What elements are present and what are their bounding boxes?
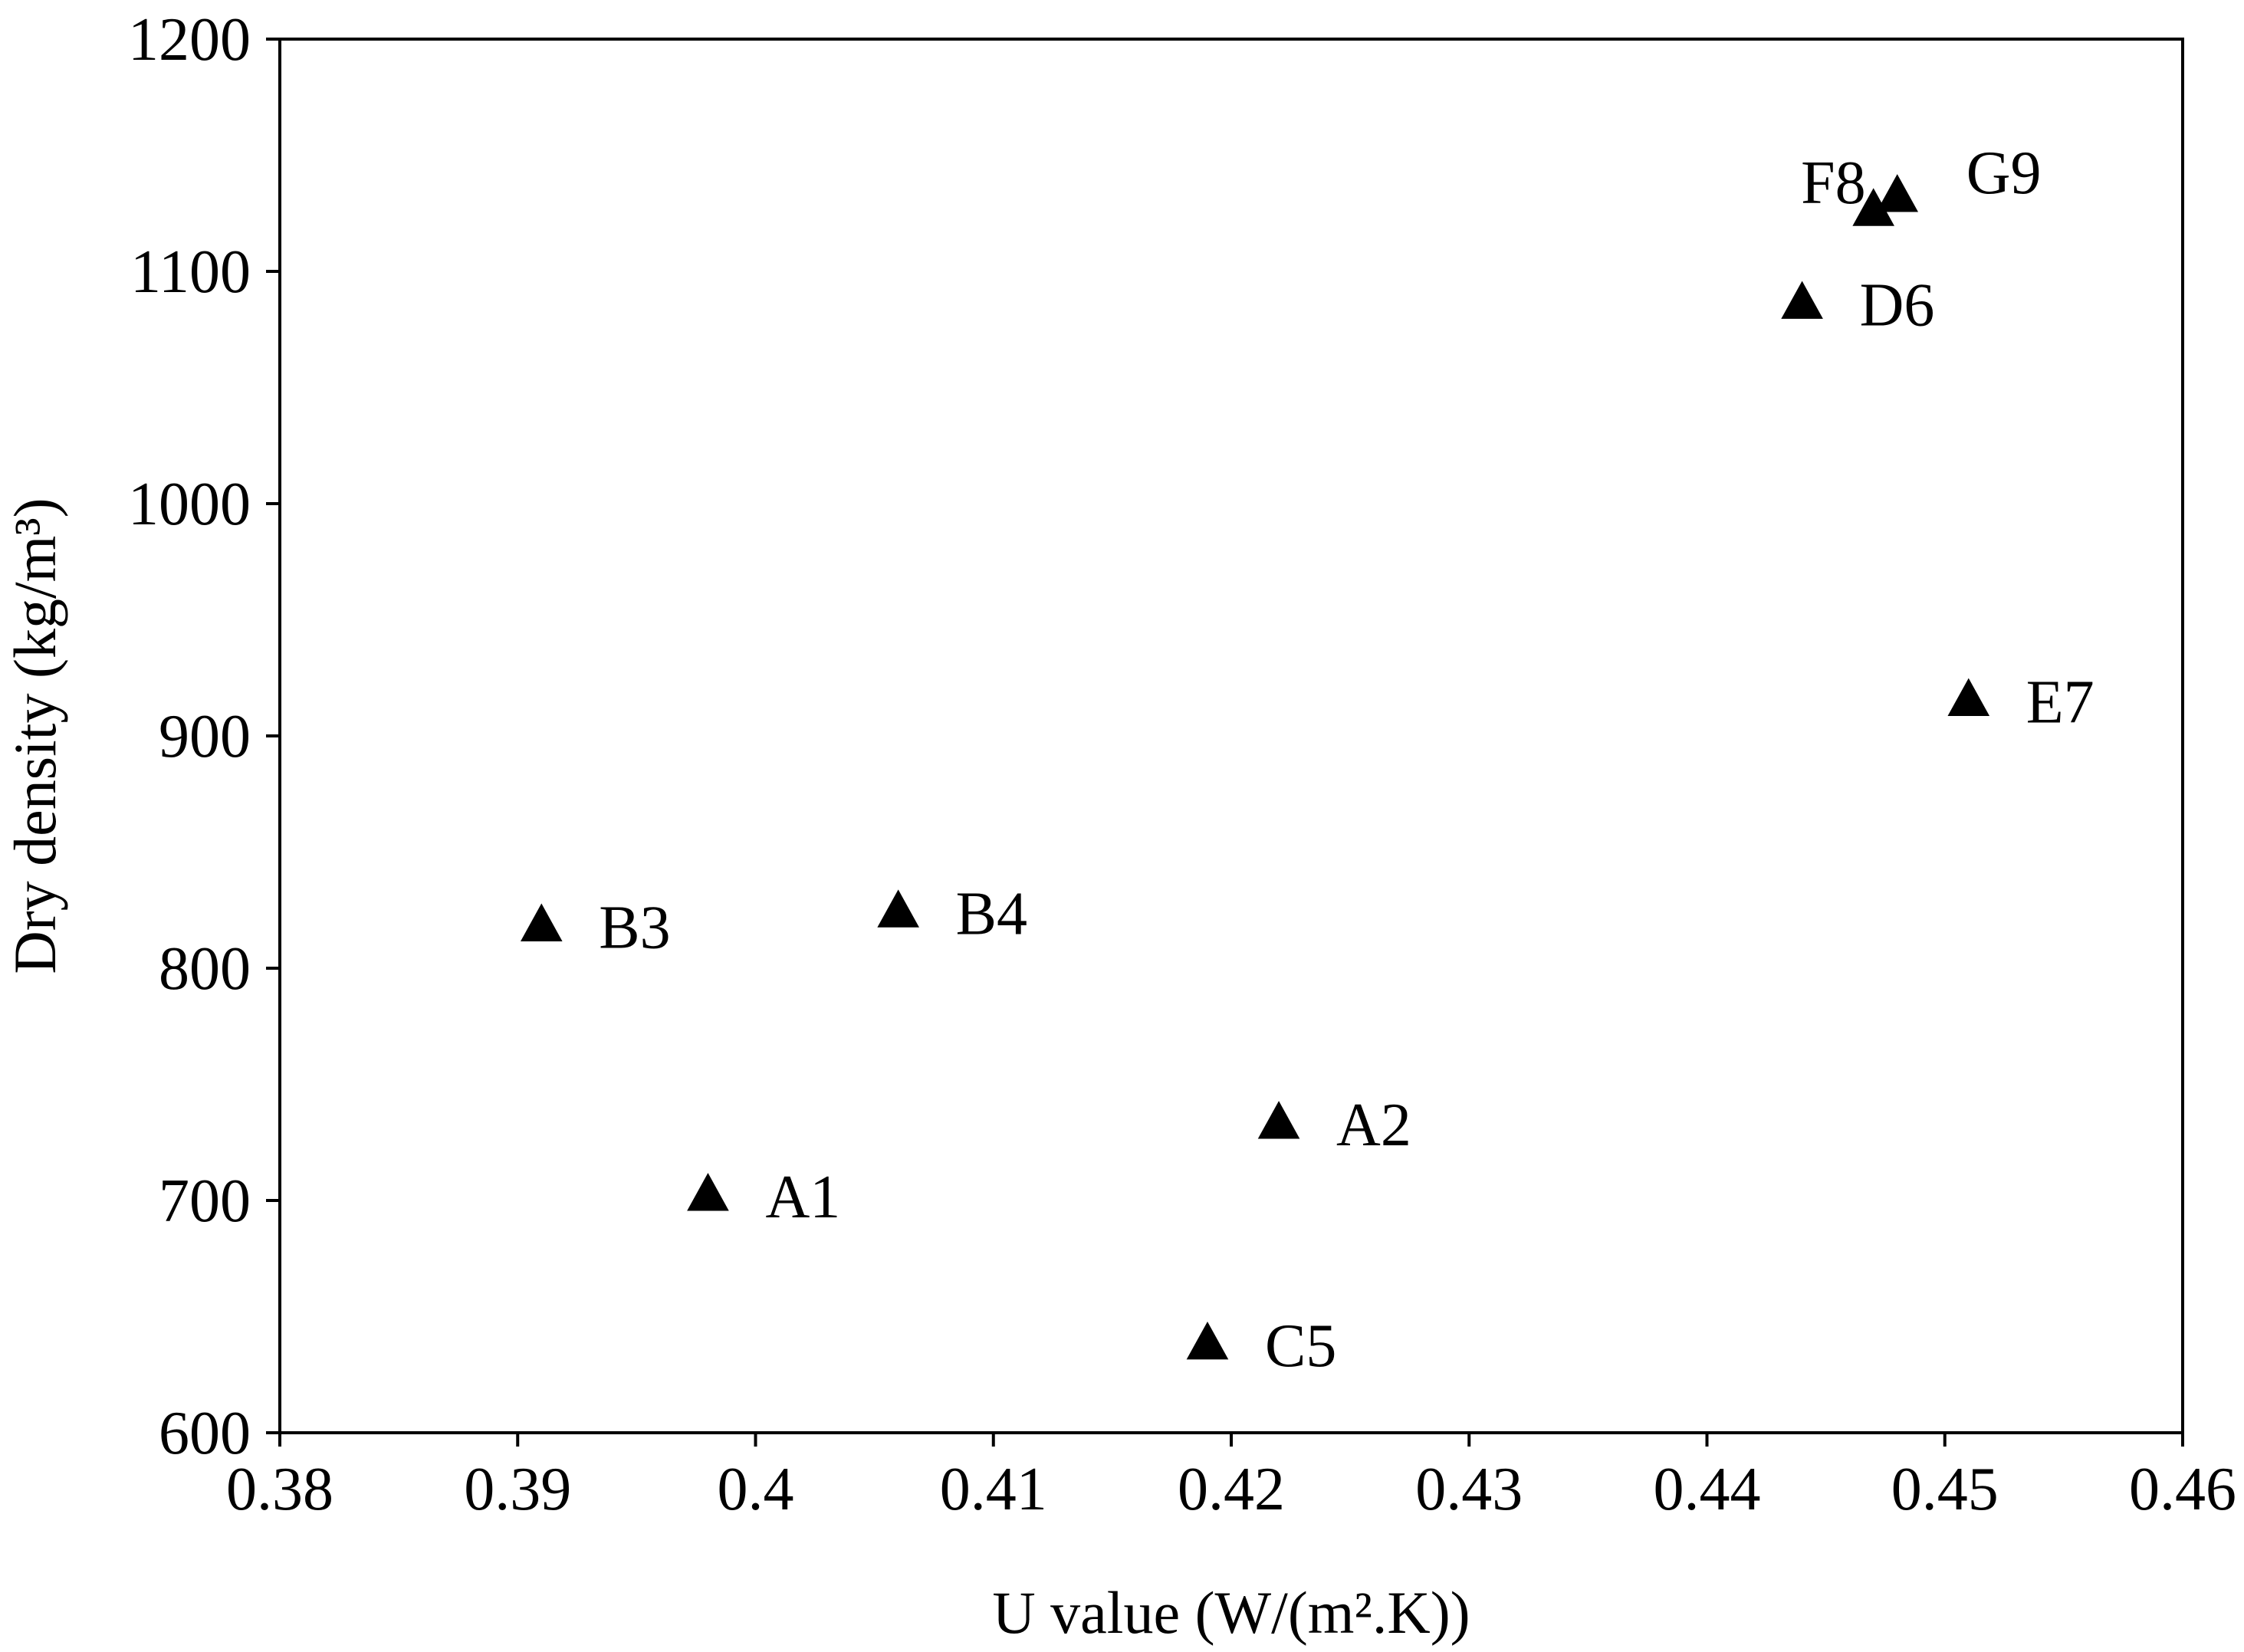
data-point-D6 <box>1781 281 1823 319</box>
data-point-C5 <box>1186 1321 1229 1360</box>
x-tick-label: 0.41 <box>940 1456 1047 1523</box>
x-tick-label: 0.42 <box>1178 1456 1285 1523</box>
x-tick-label: 0.45 <box>1891 1456 1999 1523</box>
y-tick-label: 800 <box>159 935 251 1003</box>
y-axis-label: Dry density (kg/m³) <box>2 498 68 974</box>
data-point-B4 <box>877 889 919 928</box>
x-tick-label: 0.44 <box>1654 1456 1761 1523</box>
y-tick-label: 700 <box>159 1168 251 1235</box>
data-point-G9 <box>1876 174 1918 212</box>
y-tick-label: 1000 <box>128 471 251 538</box>
x-tick-label: 0.38 <box>226 1456 333 1523</box>
y-tick-label: 600 <box>159 1400 251 1467</box>
point-label: G9 <box>1966 140 2042 207</box>
point-label: B4 <box>956 880 1027 948</box>
plot-frame <box>278 38 2184 1434</box>
point-label: B3 <box>599 894 670 961</box>
point-label: F8 <box>1801 149 1866 217</box>
point-label: E7 <box>2026 669 2095 737</box>
data-point-A1 <box>687 1173 729 1211</box>
data-point-A2 <box>1257 1101 1300 1139</box>
x-axis-label: U value (W/(m².K)) <box>992 1579 1470 1646</box>
data-point-E7 <box>1947 678 1990 717</box>
x-tick-label: 0.46 <box>2129 1456 2236 1523</box>
x-tick-label: 0.39 <box>464 1456 571 1523</box>
y-tick-label: 1100 <box>130 238 251 306</box>
point-label: A2 <box>1336 1092 1411 1159</box>
y-tick-label: 900 <box>159 703 251 770</box>
point-label: C5 <box>1265 1312 1336 1380</box>
x-tick-label: 0.43 <box>1415 1456 1523 1523</box>
y-tick-label: 1200 <box>128 6 251 74</box>
point-label: D6 <box>1860 271 1935 339</box>
x-tick-label: 0.4 <box>718 1456 794 1523</box>
data-point-B3 <box>520 903 563 941</box>
data-point-F8 <box>1852 188 1894 226</box>
point-label: A1 <box>765 1164 840 1231</box>
